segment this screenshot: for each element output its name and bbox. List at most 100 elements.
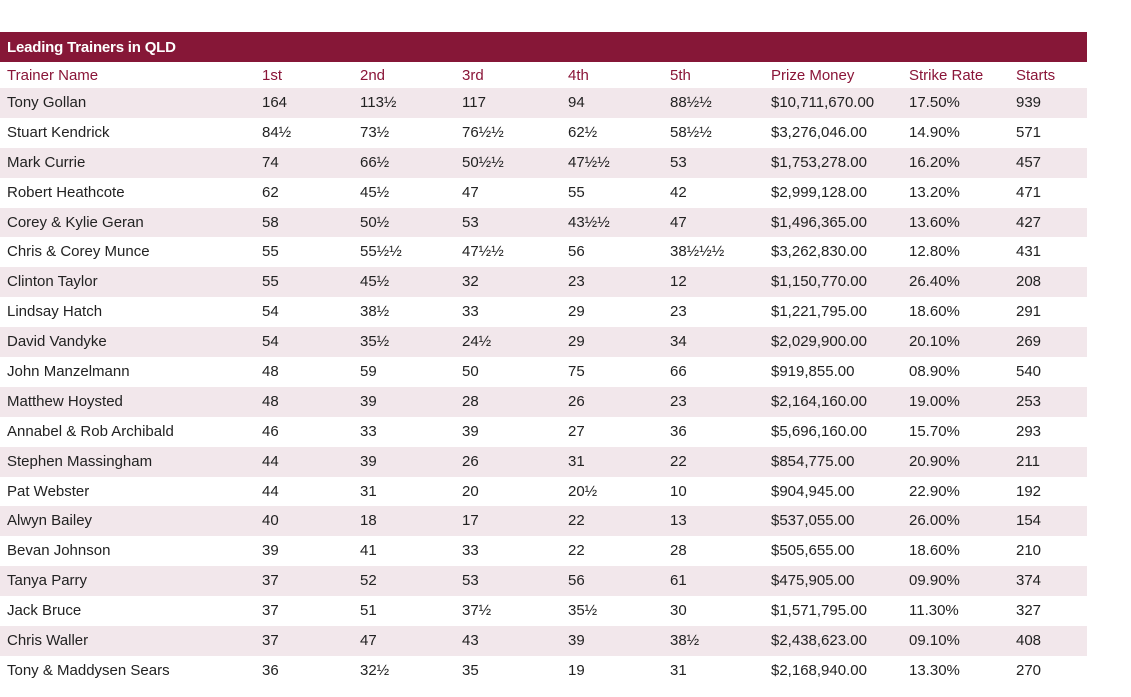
table-row: Matthew Hoysted 48 39 28 26 23 $2,164,160.00 19…	[0, 386, 1087, 417]
cell-prize-money: $5,696,160.00	[771, 422, 867, 440]
cell-strike-rate: 08.90%	[909, 363, 960, 381]
cell-first: 44	[262, 482, 279, 500]
table-row: Bevan Johnson 39 41 33 22 28 $505,655.00 18.60%…	[0, 536, 1087, 566]
cell-fifth: 10	[670, 482, 687, 500]
cell-prize-money: $10,711,670.00	[771, 94, 875, 111]
cell-trainer-name: Robert Heathcote	[7, 183, 125, 201]
cell-prize-money: $919,855.00	[771, 363, 855, 381]
cell-fifth: 38½	[670, 632, 700, 650]
cell-first: 48	[262, 363, 279, 381]
table-row: Pat Webster 44 31 20 20½ 10 $904,945.00 22.90% 1…	[0, 477, 1087, 507]
cell-fifth: 13	[670, 512, 687, 530]
cell-prize-money: $3,262,830.00	[771, 243, 867, 261]
cell-starts: 540	[1016, 363, 1042, 381]
cell-prize-money: $904,945.00	[771, 482, 855, 500]
cell-starts: 939	[1016, 94, 1042, 111]
cell-strike-rate: 20.10%	[909, 333, 960, 351]
cell-trainer-name: David Vandyke	[7, 333, 107, 351]
table-row: Lindsay Hatch 54 38½ 33 29 23 $1,221,795.00 18.…	[0, 297, 1087, 327]
cell-third: 33	[462, 542, 479, 560]
table-row: David Vandyke 54 35½ 24½ 29 34 $2,029,900.00 20…	[0, 327, 1087, 358]
cell-fifth: 66	[670, 363, 687, 381]
cell-fourth: 47½½	[568, 153, 610, 171]
cell-strike-rate: 12.80%	[909, 243, 960, 261]
cell-starts: 427	[1016, 213, 1042, 231]
cell-second: 55½½	[360, 243, 402, 261]
cell-prize-money: $1,221,795.00	[771, 303, 867, 321]
cell-prize-money: $2,029,900.00	[771, 333, 867, 351]
cell-second: 39	[360, 392, 377, 410]
cell-first: 55	[262, 243, 279, 261]
cell-fifth: 23	[670, 303, 687, 321]
leading-trainers-table: Leading Trainers in QLD Trainer Name 1st 2…	[0, 32, 1087, 686]
table-row: John Manzelmann 48 59 50 75 66 $919,855.00 08.9…	[0, 357, 1087, 387]
cell-fifth: 88½½	[670, 94, 712, 111]
cell-fourth: 31	[568, 452, 585, 470]
cell-fourth: 39	[568, 632, 585, 650]
cell-second: 41	[360, 542, 377, 560]
table-row: Annabel & Rob Archibald 46 33 39 27 36 $5,696,…	[0, 417, 1087, 447]
cell-fourth: 22	[568, 512, 585, 530]
table-body: Tony Gollan 164 113½ 117 94 88½½ $10,711,670.0…	[0, 88, 1087, 686]
table-title: Leading Trainers in QLD	[0, 32, 1087, 62]
cell-third: 24½	[462, 333, 492, 351]
cell-third: 50½½	[462, 153, 504, 171]
table-row: Stuart Kendrick 84½ 73½ 76½½ 62½ 58½½ $3,276,0…	[0, 118, 1087, 148]
cell-second: 45½	[360, 273, 390, 291]
cell-second: 18	[360, 512, 377, 530]
cell-prize-money: $1,496,365.00	[771, 213, 867, 231]
cell-fourth: 75	[568, 363, 585, 381]
cell-trainer-name: Lindsay Hatch	[7, 303, 103, 321]
cell-first: 39	[262, 542, 279, 560]
table-row: Clinton Taylor 55 45½ 32 23 12 $1,150,770.00 26…	[0, 267, 1087, 298]
cell-trainer-name: Annabel & Rob Archibald	[7, 422, 174, 440]
cell-starts: 431	[1016, 243, 1042, 261]
cell-second: 39	[360, 452, 377, 470]
table-row: Mark Currie 74 66½ 50½½ 47½½ 53 $1,753,278.00 1…	[0, 147, 1087, 178]
cell-prize-money: $2,164,160.00	[771, 392, 867, 410]
cell-strike-rate: 26.00%	[909, 512, 960, 530]
cell-second: 51	[360, 602, 377, 620]
cell-first: 74	[262, 153, 279, 171]
cell-prize-money: $537,055.00	[771, 512, 855, 530]
cell-fourth: 27	[568, 422, 585, 440]
cell-strike-rate: 13.30%	[909, 661, 960, 679]
cell-third: 76½½	[462, 123, 504, 141]
cell-third: 53	[462, 213, 479, 231]
cell-second: 45½	[360, 183, 390, 201]
cell-strike-rate: 18.60%	[909, 542, 960, 560]
cell-third: 17	[462, 512, 479, 530]
cell-first: 55	[262, 273, 279, 291]
cell-strike-rate: 26.40%	[909, 273, 960, 291]
cell-trainer-name: Alwyn Bailey	[7, 512, 93, 530]
cell-prize-money: $1,571,795.00	[771, 602, 867, 620]
cell-fifth: 36	[670, 422, 687, 440]
cell-starts: 291	[1016, 303, 1042, 321]
table-row: Chris Waller 37 47 43 39 38½ $2,438,623.00 09.1…	[0, 626, 1087, 656]
cell-fifth: 30	[670, 602, 687, 620]
cell-trainer-name: Mark Currie	[7, 153, 86, 171]
cell-fifth: 22	[670, 452, 687, 470]
cell-prize-money: $2,999,128.00	[771, 183, 867, 201]
cell-fifth: 34	[670, 333, 687, 351]
cell-prize-money: $854,775.00	[771, 452, 855, 470]
cell-fifth: 23	[670, 392, 687, 410]
cell-fifth: 61	[670, 572, 687, 590]
cell-fourth: 56	[568, 243, 585, 261]
cell-fifth: 38½½½	[670, 243, 725, 261]
cell-fifth: 58½½	[670, 123, 712, 141]
column-header-third: 3rd	[462, 67, 484, 84]
cell-trainer-name: Tanya Parry	[7, 572, 88, 590]
cell-starts: 192	[1016, 482, 1042, 500]
cell-fourth: 35½	[568, 602, 598, 620]
cell-starts: 408	[1016, 632, 1042, 650]
cell-fourth: 29	[568, 333, 585, 351]
table-row: Stephen Massingham 44 39 26 31 22 $854,775.00 2…	[0, 446, 1087, 477]
cell-third: 33	[462, 303, 479, 321]
cell-third: 20	[462, 482, 479, 500]
cell-starts: 208	[1016, 273, 1042, 291]
cell-trainer-name: Corey & Kylie Geran	[7, 213, 144, 231]
cell-fourth: 23	[568, 273, 585, 291]
cell-prize-money: $2,168,940.00	[771, 661, 867, 679]
cell-third: 53	[462, 572, 479, 590]
